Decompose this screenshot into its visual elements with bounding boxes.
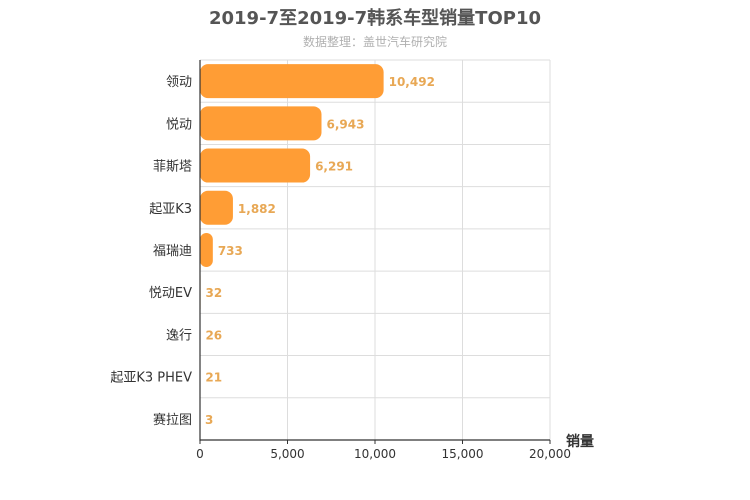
- data-label: 6,291: [315, 160, 353, 174]
- axes: [199, 60, 551, 444]
- labels: 领动 10,492 悦动 6,943 菲斯塔 6,291 起亚K3 1,882 福瑞迪 733 悦动…: [110, 75, 594, 461]
- category-label: 起亚K3 PHEV: [110, 371, 192, 386]
- data-label: 26: [205, 328, 222, 342]
- category-label: 逸行: [166, 328, 192, 343]
- x-tick-label: 5,000: [270, 447, 304, 461]
- bar: [200, 106, 322, 141]
- category-label: 起亚K3: [149, 202, 192, 217]
- data-label: 733: [218, 244, 243, 258]
- x-tick-label: 15,000: [442, 447, 484, 461]
- category-label: 悦动EV: [149, 286, 192, 301]
- category-label: 福瑞迪: [153, 244, 192, 259]
- data-label: 3: [205, 413, 213, 427]
- x-tick-label: 20,000: [529, 447, 571, 461]
- x-tick-label: 10,000: [354, 447, 396, 461]
- category-label: 赛拉图: [153, 412, 192, 428]
- category-label: 菲斯塔: [153, 160, 192, 175]
- chart-title: 2019-7至2019-7韩系车型销量TOP10: [208, 8, 541, 29]
- chart-subtitle: 数据整理：盖世汽车研究院: [302, 35, 447, 49]
- category-label: 悦动: [166, 117, 192, 132]
- data-label: 32: [206, 286, 223, 300]
- category-label: 领动: [166, 75, 192, 90]
- bars: [200, 64, 384, 436]
- x-tick-label: 0: [196, 447, 204, 461]
- data-label: 10,492: [389, 75, 435, 89]
- data-label: 1,882: [238, 202, 276, 216]
- data-label: 6,943: [327, 117, 365, 131]
- bar: [200, 190, 233, 225]
- bar: [200, 233, 213, 267]
- x-axis-title: 销量: [566, 433, 594, 450]
- data-label: 21: [205, 371, 222, 385]
- bar: [200, 64, 384, 99]
- bar: [200, 148, 311, 183]
